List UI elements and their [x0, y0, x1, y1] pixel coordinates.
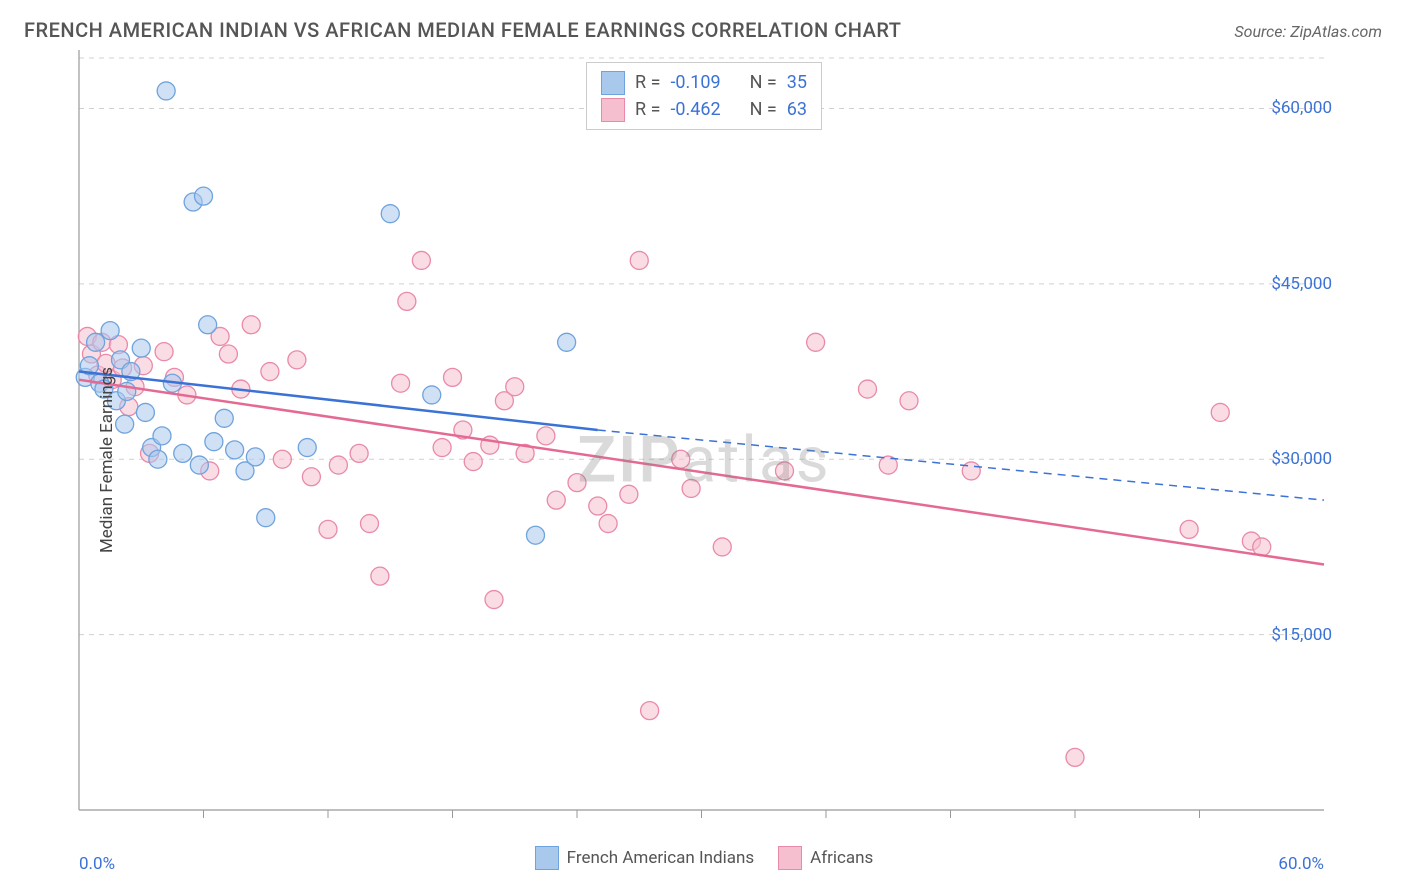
legend-label: French American Indians: [567, 848, 754, 868]
swatch-icon: [601, 98, 625, 122]
y-tick-label: $60,000: [1271, 98, 1332, 118]
y-axis-label: Median Female Earnings: [97, 367, 117, 553]
chart-title: FRENCH AMERICAN INDIAN VS AFRICAN MEDIAN…: [24, 18, 901, 42]
source-attribution: Source: ZipAtlas.com: [1234, 22, 1382, 41]
chart-area: Median Female Earnings ZIPatlas R = -0.1…: [24, 50, 1384, 870]
y-tick-label: $30,000: [1271, 449, 1332, 469]
swatch-icon: [601, 71, 625, 95]
swatch-icon: [778, 846, 802, 870]
swatch-icon: [535, 846, 559, 870]
legend-item: French American Indians: [535, 846, 754, 870]
legend-item: Africans: [778, 846, 873, 870]
header: FRENCH AMERICAN INDIAN VS AFRICAN MEDIAN…: [24, 18, 1382, 42]
stats-row: R = -0.109 N = 35: [601, 69, 807, 96]
y-tick-label: $45,000: [1271, 274, 1332, 294]
stats-row: R = -0.462 N = 63: [601, 96, 807, 123]
correlation-stats-box: R = -0.109 N = 35 R = -0.462 N = 63: [586, 62, 822, 130]
scatter-plot-svg: [24, 50, 1384, 840]
legend-label: Africans: [810, 848, 873, 868]
series-legend: French American Indians Africans: [24, 846, 1384, 870]
y-tick-label: $15,000: [1271, 625, 1332, 645]
